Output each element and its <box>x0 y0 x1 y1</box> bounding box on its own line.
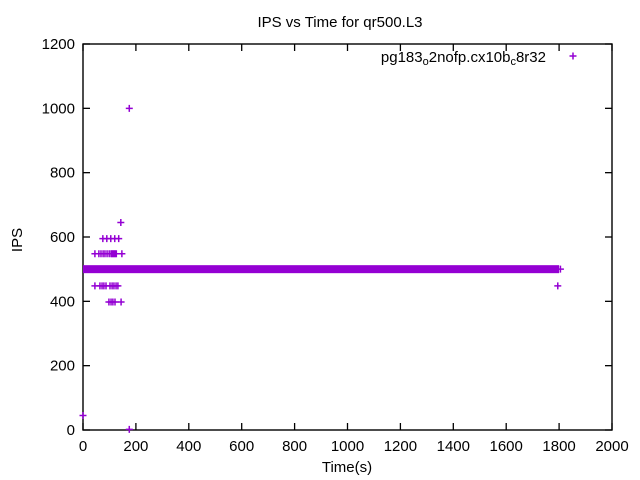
series-band <box>83 265 560 274</box>
y-tick-label: 200 <box>50 358 75 375</box>
y-tick-labels: 0 200 400 600 800 1000 1200 <box>42 36 75 439</box>
x-tick-label: 600 <box>229 438 254 455</box>
data-point-icon <box>79 412 87 420</box>
x-tick-label: 800 <box>282 438 307 455</box>
y-tick-label: 1200 <box>42 36 75 53</box>
data-point-icon <box>115 235 123 243</box>
data-point-icon <box>556 265 564 273</box>
x-tick-label: 1200 <box>384 438 417 455</box>
x-tick-label: 1000 <box>331 438 364 455</box>
legend-label: pg183o2nofp.cx10bc8r32 <box>381 49 546 68</box>
data-point-icon <box>111 298 119 306</box>
series-points <box>79 104 564 433</box>
x-tick-label: 200 <box>123 438 148 455</box>
x-tick-label: 2000 <box>595 438 628 455</box>
chart-title: IPS vs Time for qr500.L3 <box>257 14 422 31</box>
data-point-icon <box>554 282 562 290</box>
data-point-icon <box>125 104 133 112</box>
x-tick-label: 1400 <box>437 438 470 455</box>
x-axis-label: Time(s) <box>322 459 372 476</box>
y-tick-label: 600 <box>50 229 75 246</box>
data-point-icon <box>117 298 125 306</box>
y-tick-label: 1000 <box>42 100 75 117</box>
data-point-icon <box>114 282 122 290</box>
y-tick-label: 400 <box>50 293 75 310</box>
data-point-icon <box>125 425 133 433</box>
x-tick-label: 1800 <box>542 438 575 455</box>
x-tick-labels: 0 200 400 600 800 1000 1200 1400 1600 1800 2000 <box>79 438 629 455</box>
axis-ticks <box>82 43 613 431</box>
band-500ips <box>83 265 560 274</box>
legend-marker-icon <box>569 52 577 60</box>
legend-plus-icon <box>569 52 577 60</box>
y-tick-label: 800 <box>50 165 75 182</box>
plot-border <box>82 43 613 431</box>
x-tick-label: 400 <box>176 438 201 455</box>
x-tick-label: 0 <box>79 438 87 455</box>
y-axis-label: IPS <box>9 228 26 252</box>
y-tick-label: 0 <box>67 422 75 439</box>
legend: pg183o2nofp.cx10bc8r32 <box>381 49 577 68</box>
x-tick-label: 1600 <box>490 438 523 455</box>
data-point-icon <box>117 219 125 227</box>
data-point-icon <box>118 250 126 258</box>
